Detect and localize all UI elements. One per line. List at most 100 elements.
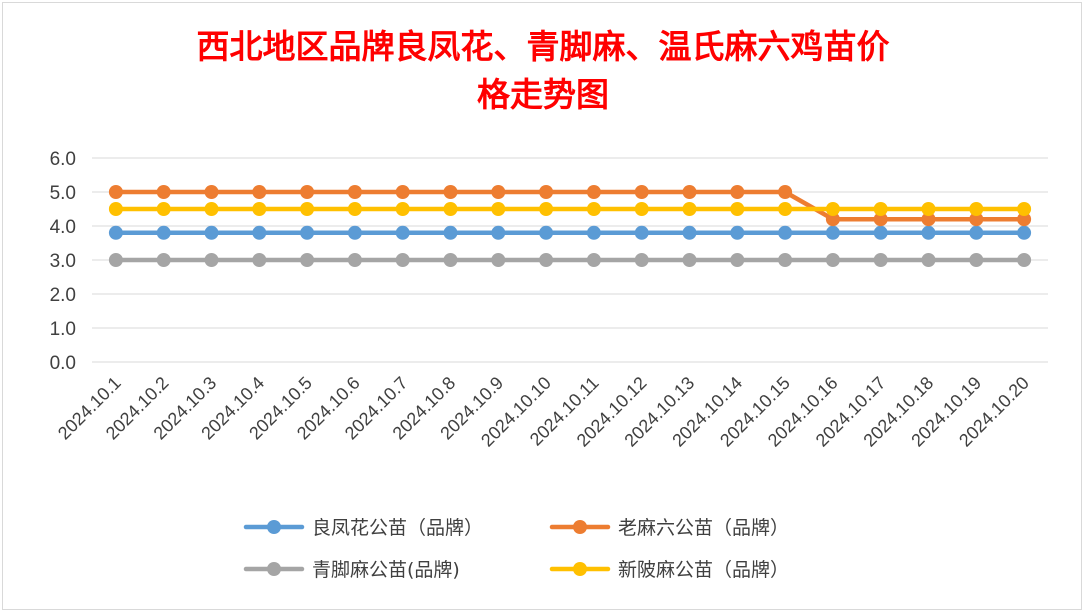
series-line <box>113 189 1027 222</box>
data-point <box>1017 225 1032 240</box>
data-point <box>491 225 506 240</box>
data-point <box>443 202 458 216</box>
chart-title: 西北地区品牌良凤花、青脚麻、温氏麻六鸡苗价 格走势图 <box>197 27 890 114</box>
legend-label: 老麻六公苗（品牌） <box>618 517 789 539</box>
data-point <box>778 253 793 267</box>
legend-entry: 新陂麻公苗（品牌） <box>549 559 789 581</box>
data-point <box>634 225 649 240</box>
data-point <box>586 185 601 199</box>
data-point <box>108 202 123 216</box>
data-point <box>395 253 410 267</box>
chart-title-line-1: 西北地区品牌良凤花、青脚麻、温氏麻六鸡苗价 <box>197 27 890 66</box>
data-point <box>873 202 888 216</box>
chart-title-line-2: 格走势图 <box>477 75 609 114</box>
data-point <box>969 253 984 267</box>
data-point <box>204 185 219 199</box>
data-point <box>539 202 554 216</box>
data-point <box>1017 212 1032 227</box>
data-point <box>300 185 315 199</box>
y-tick-label: 0.0 <box>50 353 76 374</box>
legend-entry: 老麻六公苗（品牌） <box>549 517 789 539</box>
legend-swatch-marker <box>573 562 587 576</box>
data-point <box>634 202 649 216</box>
data-point <box>1017 202 1032 216</box>
data-point <box>252 225 267 240</box>
data-point <box>156 225 171 240</box>
data-point <box>300 202 315 216</box>
data-point <box>730 202 745 216</box>
legend-label: 青脚麻公苗(品牌) <box>312 559 460 581</box>
data-point <box>873 225 888 240</box>
legend-swatch-marker <box>573 520 587 534</box>
data-point <box>921 202 936 216</box>
y-tick-label: 5.0 <box>50 183 76 204</box>
series-3 <box>108 253 1032 267</box>
data-point <box>539 185 554 199</box>
data-point <box>778 202 793 216</box>
legend-swatch-marker <box>267 562 281 576</box>
data-point <box>395 202 410 216</box>
legend-label: 良凤花公苗（品牌） <box>312 517 483 539</box>
data-point <box>682 225 697 240</box>
data-point <box>825 225 840 240</box>
data-point <box>778 185 793 199</box>
data-point <box>108 185 123 199</box>
data-point <box>300 225 315 240</box>
data-point <box>156 202 171 216</box>
legend-entry: 青脚麻公苗(品牌) <box>243 559 460 581</box>
y-tick-label: 1.0 <box>50 319 76 340</box>
data-point <box>491 202 506 216</box>
y-axis: 6.0 5.0 4.0 3.0 2.0 1.0 0.0 <box>50 149 76 374</box>
data-point <box>921 253 936 267</box>
data-point <box>347 253 362 267</box>
data-point <box>586 253 601 267</box>
x-axis: 2024.10.12024.10.22024.10.32024.10.42024… <box>54 373 1033 451</box>
data-point <box>347 202 362 216</box>
data-point <box>443 225 458 240</box>
data-point <box>969 212 984 227</box>
data-point <box>825 212 840 227</box>
data-point <box>873 253 888 267</box>
data-point <box>443 253 458 267</box>
data-point <box>252 253 267 267</box>
legend-swatch-marker <box>267 520 281 534</box>
data-point <box>873 212 888 227</box>
data-point <box>730 225 745 240</box>
data-point <box>825 202 840 216</box>
y-tick-label: 3.0 <box>50 251 76 272</box>
data-point <box>634 185 649 199</box>
data-point <box>491 253 506 267</box>
data-point <box>300 253 315 267</box>
data-point <box>634 253 649 267</box>
data-point <box>730 185 745 199</box>
y-tick-label: 4.0 <box>50 217 76 238</box>
data-point <box>108 253 123 267</box>
legend-entry: 良凤花公苗（品牌） <box>243 517 483 539</box>
data-point <box>204 253 219 267</box>
plot-area <box>108 185 1032 267</box>
data-point <box>682 185 697 199</box>
data-point <box>682 253 697 267</box>
data-point <box>586 225 601 240</box>
data-point <box>252 202 267 216</box>
data-point <box>969 225 984 240</box>
data-point <box>491 185 506 199</box>
data-point <box>825 253 840 267</box>
data-point <box>969 202 984 216</box>
data-point <box>395 185 410 199</box>
data-point <box>108 225 123 240</box>
data-point <box>778 225 793 240</box>
data-point <box>252 185 267 199</box>
data-point <box>347 185 362 199</box>
data-point <box>204 202 219 216</box>
data-point <box>921 212 936 227</box>
data-point <box>156 185 171 199</box>
data-point <box>156 253 171 267</box>
data-point <box>539 253 554 267</box>
legend: 良凤花公苗（品牌） 老麻六公苗（品牌） 青脚麻公苗(品牌) 新陂麻公苗（品牌） <box>243 517 789 581</box>
data-point <box>443 185 458 199</box>
series-4 <box>108 202 1032 216</box>
series-2 <box>108 185 1032 227</box>
legend-label: 新陂麻公苗（品牌） <box>618 559 789 581</box>
